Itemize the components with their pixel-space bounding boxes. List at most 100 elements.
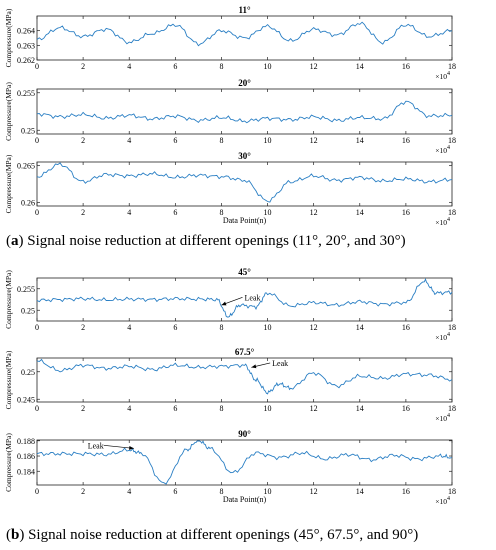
chart-title: 20° xyxy=(238,78,251,88)
y-axis-label: Compressure(MPa) xyxy=(4,350,13,409)
x-tick-label: 6 xyxy=(173,487,177,496)
x-tick-label: 2 xyxy=(81,487,85,496)
x-exponent-power: 4 xyxy=(447,71,450,77)
x-tick-label: 8 xyxy=(219,208,223,217)
x-tick-label: 12 xyxy=(310,62,318,71)
axes-box xyxy=(36,357,453,403)
x-exponent-label: ×104 xyxy=(435,145,450,155)
x-tick-label: 2 xyxy=(81,208,85,217)
x-tick-label: 0 xyxy=(35,487,39,496)
annotation-arrowhead xyxy=(129,445,134,450)
x-tick-label: 14 xyxy=(356,323,364,332)
x-tick-label: 10 xyxy=(264,208,272,217)
axes-box xyxy=(36,439,453,486)
x-tick-label: 6 xyxy=(173,208,177,217)
x-tick-label: 18 xyxy=(448,487,456,496)
x-tick-label: 2 xyxy=(81,62,85,71)
y-tick-label: 0.245 xyxy=(17,395,35,404)
chart-title: 67.5° xyxy=(235,347,255,357)
x-exponent-label: ×104 xyxy=(435,332,450,342)
axes-box xyxy=(36,15,453,61)
y-axis-label: Compressure(MPa) xyxy=(4,8,13,67)
y-tick-label: 0.26 xyxy=(21,198,35,207)
annotation-label: Leak xyxy=(245,293,261,302)
y-tick-label: 0.265 xyxy=(17,162,35,171)
x-tick-label: 18 xyxy=(448,323,456,332)
x-exponent-power: 4 xyxy=(447,413,450,419)
x-tick-label: 14 xyxy=(356,136,364,145)
x-tick-label: 8 xyxy=(219,136,223,145)
x-tick-label: 10 xyxy=(264,62,272,71)
x-tick-label: 0 xyxy=(35,208,39,217)
x-tick-label: 2 xyxy=(81,323,85,332)
x-tick-label: 6 xyxy=(173,404,177,413)
x-tick-label: 10 xyxy=(264,136,272,145)
x-tick-label: 6 xyxy=(173,136,177,145)
x-tick-label: 16 xyxy=(402,208,410,217)
x-tick-label: 0 xyxy=(35,136,39,145)
x-exponent-label: ×104 xyxy=(435,496,450,506)
x-tick-label: 2 xyxy=(81,136,85,145)
x-tick-label: 4 xyxy=(127,62,131,71)
x-exponent-label: ×104 xyxy=(435,217,450,227)
x-exponent-power: 4 xyxy=(447,332,450,338)
annotation-arrowhead xyxy=(221,301,227,306)
y-axis-label: Compressure(MPa) xyxy=(4,433,13,492)
x-tick-label: 18 xyxy=(448,136,456,145)
series-line xyxy=(36,100,453,124)
axes-box xyxy=(36,277,453,322)
x-tick-label: 4 xyxy=(127,136,131,145)
x-tick-label: 4 xyxy=(127,208,131,217)
y-tick-label: 0.186 xyxy=(17,452,35,461)
y-tick-label: 0.262 xyxy=(17,56,35,65)
x-tick-label: 8 xyxy=(219,323,223,332)
y-tick-label: 0.184 xyxy=(17,467,35,476)
annotation-arrowhead xyxy=(251,364,257,369)
x-tick-label: 8 xyxy=(219,62,223,71)
chart-4: 45° Compressure(MPa) 0.25 0.255 0 2 4 6 8 10 12 14 1… xyxy=(4,267,456,342)
x-tick-label: 6 xyxy=(173,62,177,71)
x-tick-label: 10 xyxy=(264,487,272,496)
x-exponent-power: 4 xyxy=(447,217,450,223)
x-tick-label: 14 xyxy=(356,487,364,496)
x-axis-label: Data Point(n) xyxy=(223,216,267,225)
x-exponent-power: 4 xyxy=(447,496,450,502)
axes-box xyxy=(36,88,453,135)
y-tick-label: 0.25 xyxy=(21,126,35,135)
x-tick-label: 2 xyxy=(81,404,85,413)
x-tick-label: 16 xyxy=(402,487,410,496)
x-tick-label: 12 xyxy=(310,208,318,217)
y-tick-label: 0.263 xyxy=(17,41,35,50)
x-tick-label: 18 xyxy=(448,404,456,413)
chart-2: 20° Compressure(MPa) 0.25 0.255 0 2 4 6 8 10 12 14 1… xyxy=(4,78,456,155)
chart-title: 45° xyxy=(238,267,251,277)
x-axis-label: Data Point(n) xyxy=(223,495,267,504)
chart-title: 11° xyxy=(238,5,251,15)
y-tick-label: 0.264 xyxy=(17,27,35,36)
x-tick-label: 14 xyxy=(356,62,364,71)
axes-box xyxy=(36,161,453,207)
y-tick-label: 0.188 xyxy=(17,437,35,446)
y-axis-label: Compressure(MPa) xyxy=(4,270,13,329)
x-tick-label: 16 xyxy=(402,136,410,145)
series-line xyxy=(36,440,453,485)
x-tick-label: 18 xyxy=(448,208,456,217)
series-line xyxy=(36,277,453,318)
x-tick-label: 0 xyxy=(35,62,39,71)
y-tick-label: 0.25 xyxy=(21,306,35,315)
x-tick-label: 8 xyxy=(219,404,223,413)
caption-a: (a) Signal noise reduction at different … xyxy=(6,233,406,249)
x-exponent-label: ×104 xyxy=(435,413,450,423)
chart-title: 30° xyxy=(238,151,251,161)
series-line xyxy=(36,21,453,47)
y-tick-label: 0.255 xyxy=(17,285,35,294)
chart-3: 30° Compressure(MPa) 0.26 0.265 0 2 4 6 8 10 12 14 1… xyxy=(4,151,456,227)
chart-title: 90° xyxy=(238,429,251,439)
x-tick-label: 8 xyxy=(219,487,223,496)
series-line xyxy=(36,162,453,203)
x-tick-label: 0 xyxy=(35,404,39,413)
annotation-label: Leak xyxy=(272,359,288,368)
x-tick-label: 12 xyxy=(310,136,318,145)
y-axis-label: Compressure(MPa) xyxy=(4,154,13,213)
